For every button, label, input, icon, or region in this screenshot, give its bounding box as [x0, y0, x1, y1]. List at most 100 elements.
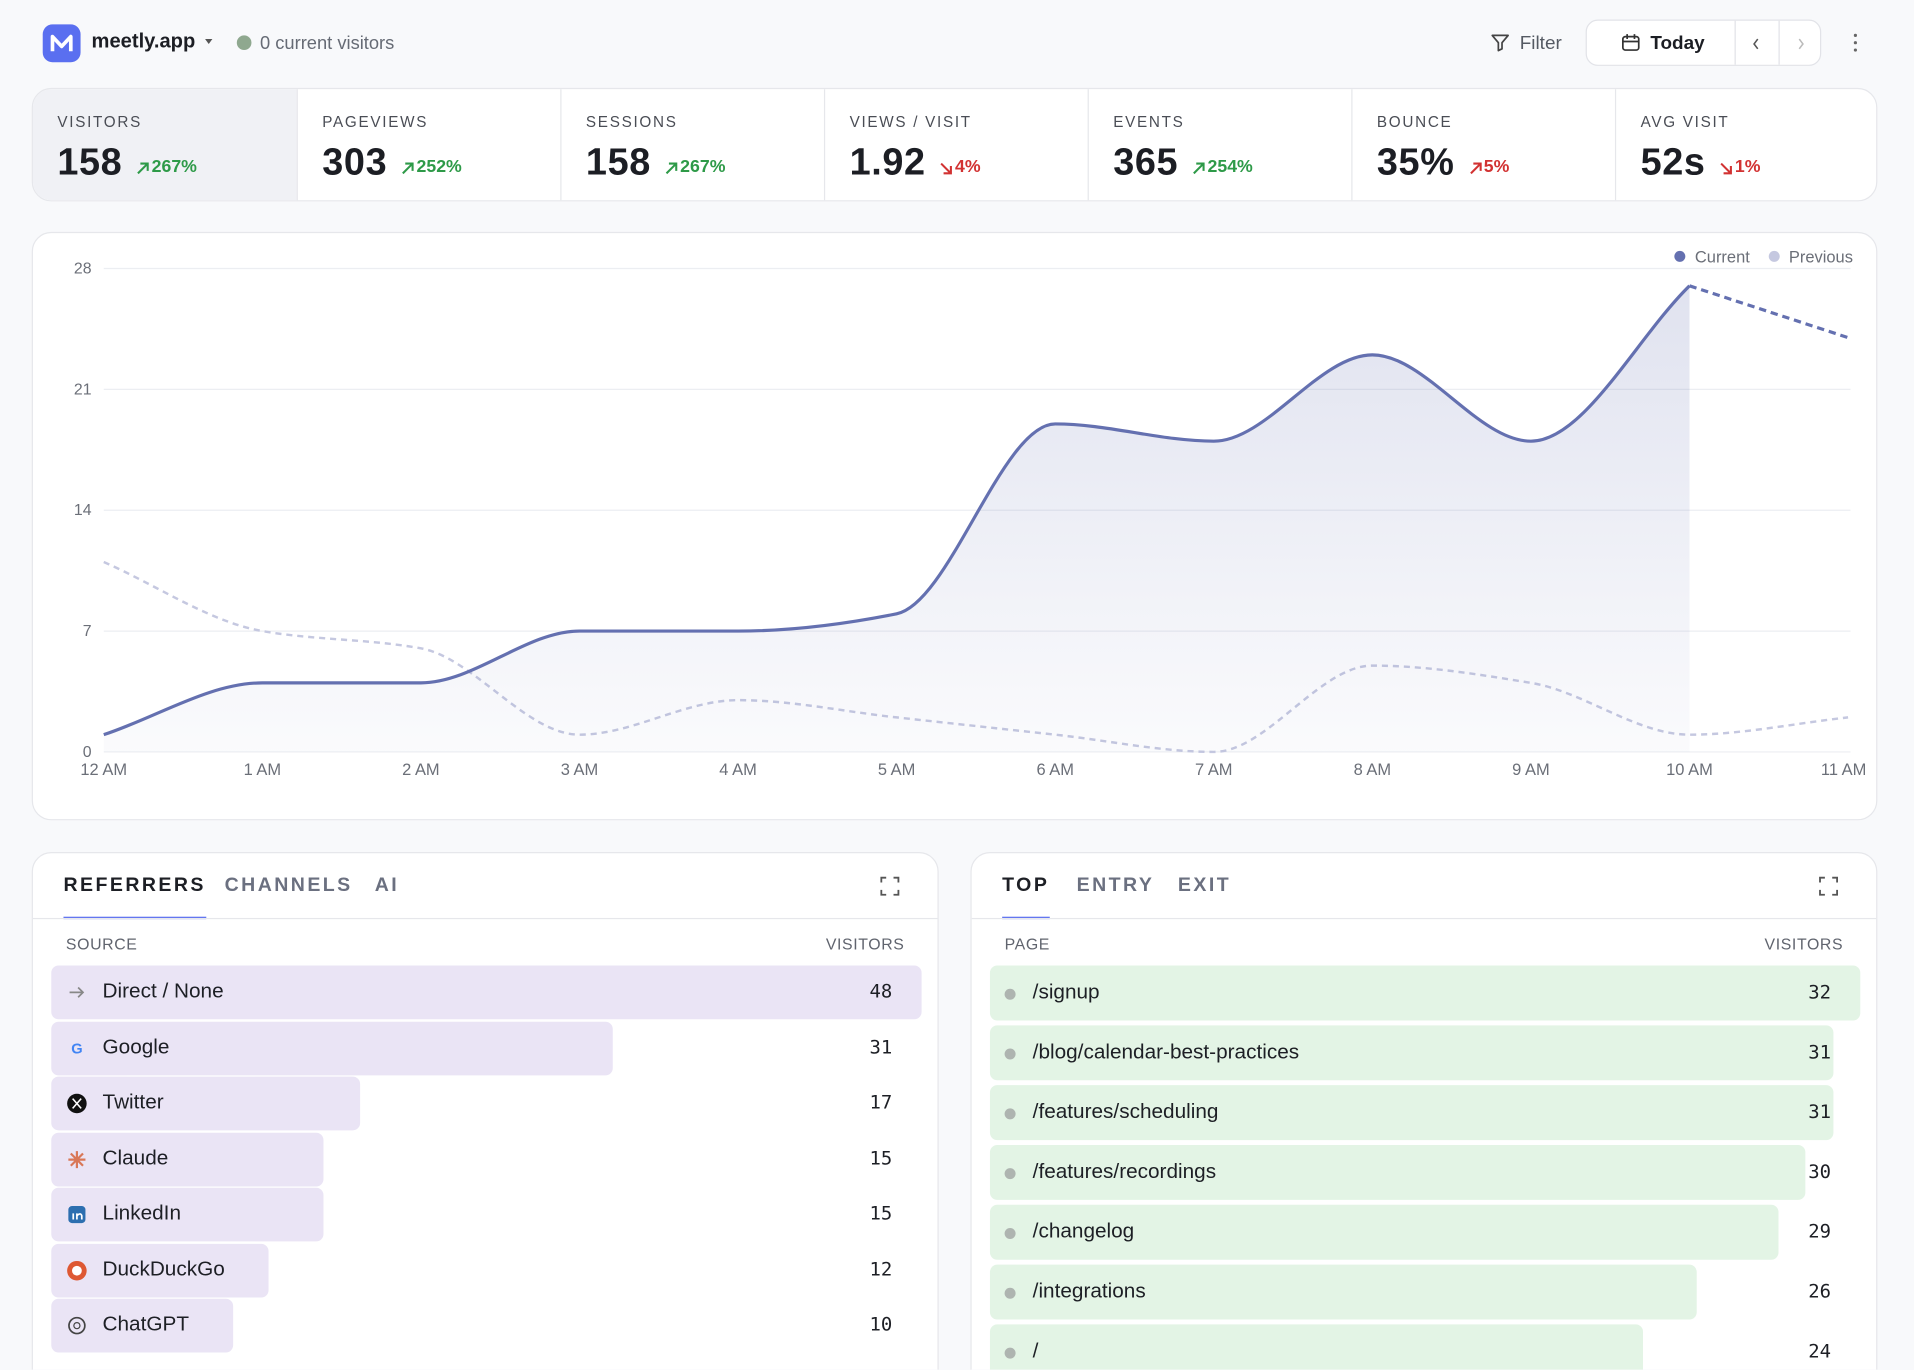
more-menu[interactable] [1849, 32, 1861, 54]
stat-label: EVENTS [1113, 113, 1185, 131]
row-dot [1004, 988, 1016, 1000]
stat-card[interactable]: PAGEVIEWS 303 252% [296, 89, 561, 201]
bar[interactable] [51, 1021, 614, 1075]
line-incomplete [1689, 284, 1849, 340]
tab-underline [1002, 916, 1050, 919]
stat-value: 303 [322, 140, 388, 184]
source-name: Twitter [102, 1090, 164, 1114]
trend-arrow [1720, 162, 1733, 175]
source-name: DuckDuckGo [102, 1256, 225, 1280]
visitor-count: 29 [1808, 1220, 1831, 1243]
divider [1734, 20, 1736, 65]
bar[interactable] [51, 965, 922, 1020]
icon-part [69, 986, 85, 998]
filter-icon[interactable] [1490, 33, 1510, 53]
visitor-count: 15 [869, 1202, 893, 1225]
tab[interactable]: REFERRERS [63, 875, 206, 896]
visitor-count: 31 [1808, 1040, 1831, 1063]
logo-glyph [50, 34, 73, 52]
arrow [1193, 162, 1205, 175]
arrow [1720, 162, 1733, 175]
brand[interactable]: meetly.app [91, 30, 196, 53]
bar[interactable] [989, 1204, 1779, 1260]
icon-part [72, 1265, 82, 1275]
logo[interactable] [42, 24, 81, 63]
visitor-count: 10 [869, 1313, 893, 1336]
x-tick-label: 1 AM [244, 761, 282, 779]
tab[interactable]: CHANNELS [224, 875, 353, 896]
stats-bar: VISITORS 158 267% PAGEVIEWS 303 252% SESSIONS 1… [31, 87, 1878, 202]
prev-button[interactable] [1750, 37, 1762, 52]
source-icon [68, 1206, 86, 1224]
x-tick-label: 11 AM [1821, 761, 1866, 779]
x-tick-label: 4 AM [719, 761, 757, 779]
trend-arrow [666, 162, 678, 175]
stat-change: 267% [151, 157, 197, 177]
column-header: PAGE [1004, 935, 1050, 954]
tab[interactable]: EXIT [1177, 875, 1232, 896]
visitor-count: 48 [869, 980, 893, 1003]
row-dot [1004, 1107, 1016, 1119]
bar[interactable] [51, 1243, 269, 1297]
expand-button[interactable] [1819, 876, 1839, 896]
visitor-count: 30 [1808, 1160, 1831, 1183]
trend-arrow [402, 162, 414, 175]
stat-card[interactable]: VIEWS / VISIT 1.92 4% [823, 89, 1088, 201]
bar[interactable] [51, 1298, 233, 1353]
visitor-count: 17 [869, 1091, 893, 1114]
stat-value: 35% [1376, 140, 1455, 184]
source-icon [67, 1093, 87, 1114]
x-tick-label: 8 AM [1354, 761, 1392, 779]
filter-button[interactable]: Filter [1519, 32, 1562, 54]
bar[interactable] [51, 1187, 324, 1242]
legend-swatch [1674, 250, 1686, 262]
y-tick-label: 7 [83, 623, 92, 640]
stat-value: 158 [57, 140, 123, 184]
y-tick-label: 28 [74, 260, 92, 277]
bar[interactable] [989, 1264, 1698, 1320]
tab[interactable]: ENTRY [1076, 875, 1155, 896]
legend-label: Current [1695, 248, 1750, 266]
tab[interactable]: AI [374, 875, 400, 896]
x-tick-label: 12 AM [80, 761, 127, 779]
arrow [137, 162, 150, 175]
bar[interactable] [989, 965, 1861, 1021]
row-dot [1004, 1346, 1016, 1358]
visitor-count: 26 [1808, 1279, 1831, 1302]
next-button[interactable] [1794, 37, 1806, 52]
tab[interactable]: TOP [1002, 875, 1050, 896]
page-path: /features/recordings [1032, 1159, 1217, 1183]
brand-caret[interactable] [205, 39, 215, 46]
bar[interactable] [51, 1076, 360, 1131]
bar[interactable] [989, 1144, 1806, 1200]
page-path: /changelog [1032, 1218, 1135, 1243]
visitor-count: 24 [1808, 1339, 1831, 1362]
date-range[interactable]: Today [1650, 32, 1705, 54]
bar[interactable] [51, 1132, 324, 1186]
x-tick-label: 10 AM [1666, 761, 1713, 779]
arrow [1469, 162, 1482, 175]
stat-change: 254% [1207, 157, 1253, 177]
stat-card[interactable]: AVG VISIT 52s 1% [1614, 89, 1876, 201]
column-header: VISITORS [1764, 935, 1844, 954]
stat-card[interactable]: VISITORS 158 267% [32, 89, 297, 201]
stat-card[interactable]: SESSIONS 158 267% [560, 89, 824, 201]
divider [32, 917, 938, 920]
bar[interactable] [989, 1324, 1643, 1370]
tab-underline [63, 916, 206, 919]
icon-part [68, 1150, 86, 1168]
stat-card[interactable]: BOUNCE 35% 5% [1351, 89, 1615, 201]
x-tick-label: 2 AM [402, 761, 440, 779]
expand-button[interactable] [880, 876, 900, 896]
stat-value: 365 [1113, 140, 1179, 184]
bar[interactable] [989, 1085, 1834, 1141]
icon-part [68, 1316, 86, 1335]
stat-card[interactable]: EVENTS 365 254% [1087, 89, 1352, 201]
row-dot [1004, 1287, 1016, 1299]
x-tick-label: 5 AM [878, 761, 916, 779]
bar[interactable] [989, 1025, 1834, 1081]
page-path: /blog/calendar-best-practices [1032, 1039, 1300, 1063]
stat-label: SESSIONS [585, 113, 678, 131]
